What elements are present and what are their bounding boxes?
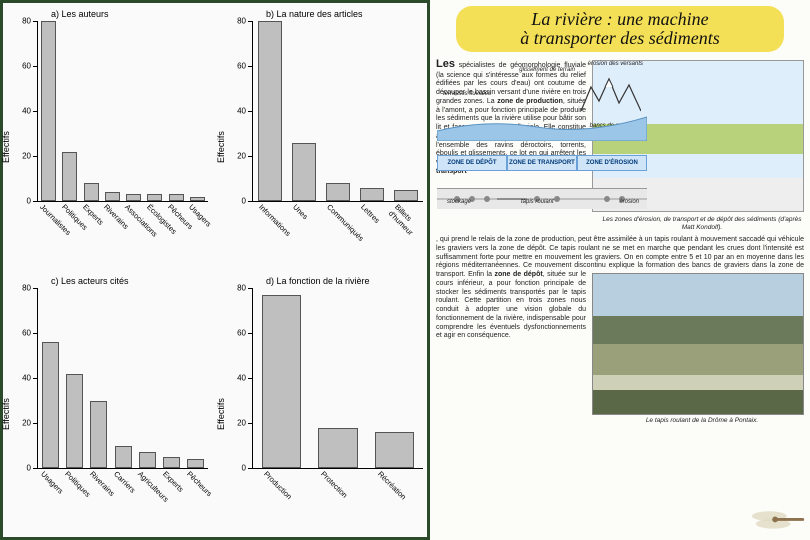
y-tick-label: 40	[237, 107, 246, 116]
y-tick-label: 60	[237, 62, 246, 71]
category-label: Lettres	[359, 202, 382, 225]
y-tick-label: 60	[22, 329, 31, 338]
chart-title: b) La nature des articles	[266, 9, 363, 19]
chart: d) La fonction de la rivièreEffectifs020…	[218, 270, 433, 537]
mountains-icon	[737, 75, 797, 115]
bar	[163, 457, 180, 468]
diagram-caption: Les zones d'érosion, de transport et de …	[600, 216, 804, 232]
category-label: Riverains	[88, 469, 116, 497]
y-tick-label: 60	[22, 62, 31, 71]
bar	[326, 183, 350, 201]
bar	[262, 295, 302, 468]
bar	[90, 401, 107, 469]
charts-panel: a) Les auteurs Effectifs 020406080Journali…	[0, 0, 430, 540]
bar	[375, 432, 415, 468]
zone-erosion: ZONE D'ÉROSION	[733, 157, 803, 173]
bar	[258, 21, 282, 201]
category-label: Pêcheurs	[185, 469, 214, 498]
chart: b) La nature des articlesEffectifs020406…	[218, 3, 433, 270]
river-photo	[592, 273, 804, 415]
category-label: Usagers	[39, 469, 65, 495]
bar	[147, 194, 162, 201]
y-tick-label: 60	[237, 329, 246, 338]
category-label: Experts	[161, 469, 185, 493]
diagram-label-erosion: érosion des versants	[744, 63, 799, 71]
title-line-1: La rivière : une machine	[531, 9, 708, 29]
y-tick-label: 20	[22, 419, 31, 428]
dragonfly-icon	[750, 498, 808, 538]
y-axis-label: Effectifs	[1, 131, 11, 163]
chart: c) Les acteurs citésEffectifs020406080Us…	[3, 270, 218, 537]
category-label: Protection	[319, 469, 349, 499]
bar	[84, 183, 99, 201]
y-tick-label: 80	[237, 17, 246, 26]
chart-title: c) Les acteurs cités	[51, 276, 129, 286]
y-axis-label: Effectifs	[216, 131, 226, 163]
article-body: glissement de terrain érosion des versan…	[436, 58, 804, 429]
y-tick-label: 80	[22, 17, 31, 26]
plot-area: 020406080JournalistesPolitiquesExpertsRi…	[37, 21, 208, 202]
y-tick-label: 0	[242, 464, 246, 473]
para-3: , située sur le cours inférieur, a pour …	[436, 271, 586, 339]
chart-title: d) La fonction de la rivière	[266, 276, 370, 286]
y-tick-label: 20	[22, 152, 31, 161]
bar	[105, 192, 120, 201]
zone-transport: ZONE DE TRANSPORT	[663, 157, 733, 173]
bar	[318, 428, 358, 469]
zone-band: ZONE DE DÉPÔT ZONE DE TRANSPORT ZONE D'É…	[593, 157, 803, 173]
bold-1: zone de production	[497, 98, 563, 105]
bar	[394, 190, 418, 201]
chart: a) Les auteurs Effectifs 020406080Journali…	[3, 3, 218, 270]
bar	[115, 446, 132, 469]
chart-title: a) Les auteurs	[51, 9, 109, 19]
infographic-panel: La rivière : une machine à transporter d…	[430, 0, 810, 540]
bar	[292, 143, 316, 202]
bar	[41, 21, 56, 201]
diagram-label-bancs: bancs de graviers	[746, 125, 793, 133]
lead-dropcap: Les	[436, 58, 455, 70]
y-tick-label: 0	[27, 197, 31, 206]
y-tick-label: 0	[242, 197, 246, 206]
bar	[139, 452, 156, 468]
diagram-label-tapis: tapis roulant	[677, 201, 710, 209]
y-tick-label: 20	[237, 419, 246, 428]
bar	[360, 188, 384, 202]
y-tick-label: 40	[22, 107, 31, 116]
river-icon	[593, 113, 803, 143]
bold-3: zone de dépôt	[495, 271, 543, 278]
plot-area: 020406080InformationsUnesCommuniquésLett…	[252, 21, 423, 202]
plot-area: 020406080ProductionProtectionRécréation	[252, 288, 423, 469]
y-tick-label: 40	[22, 374, 31, 383]
y-tick-label: 80	[22, 284, 31, 293]
y-axis-label: Effectifs	[1, 398, 11, 430]
page-title: La rivière : une machine à transporter d…	[456, 6, 784, 52]
y-tick-label: 40	[237, 374, 246, 383]
para-2: , qui prend le relais de la zone de prod…	[436, 236, 804, 278]
bar	[187, 459, 204, 468]
sediment-zones-diagram: glissement de terrain érosion des versan…	[592, 60, 804, 212]
y-axis-label: Effectifs	[216, 398, 226, 430]
y-tick-label: 20	[237, 152, 246, 161]
diagram-label-glissement: glissement de terrain	[675, 69, 731, 77]
bar	[42, 342, 59, 468]
bar	[62, 152, 77, 202]
bar	[190, 197, 205, 202]
plot-area: 020406080UsagersPolitiquesRiverainsCarri…	[37, 288, 208, 469]
category-label: Unes	[291, 202, 310, 221]
bar	[169, 194, 184, 201]
category-label: Production	[262, 469, 294, 501]
title-line-2: à transporter des sédiments	[520, 28, 720, 48]
category-label: Récréation	[376, 469, 408, 501]
diagram-label-erosion2: érosion	[775, 201, 795, 209]
bar	[66, 374, 83, 469]
y-tick-label: 0	[27, 464, 31, 473]
y-tick-label: 80	[237, 284, 246, 293]
category-label: Informations	[257, 202, 293, 238]
bar	[126, 194, 141, 201]
category-label: Billets d'humeur	[386, 202, 421, 237]
